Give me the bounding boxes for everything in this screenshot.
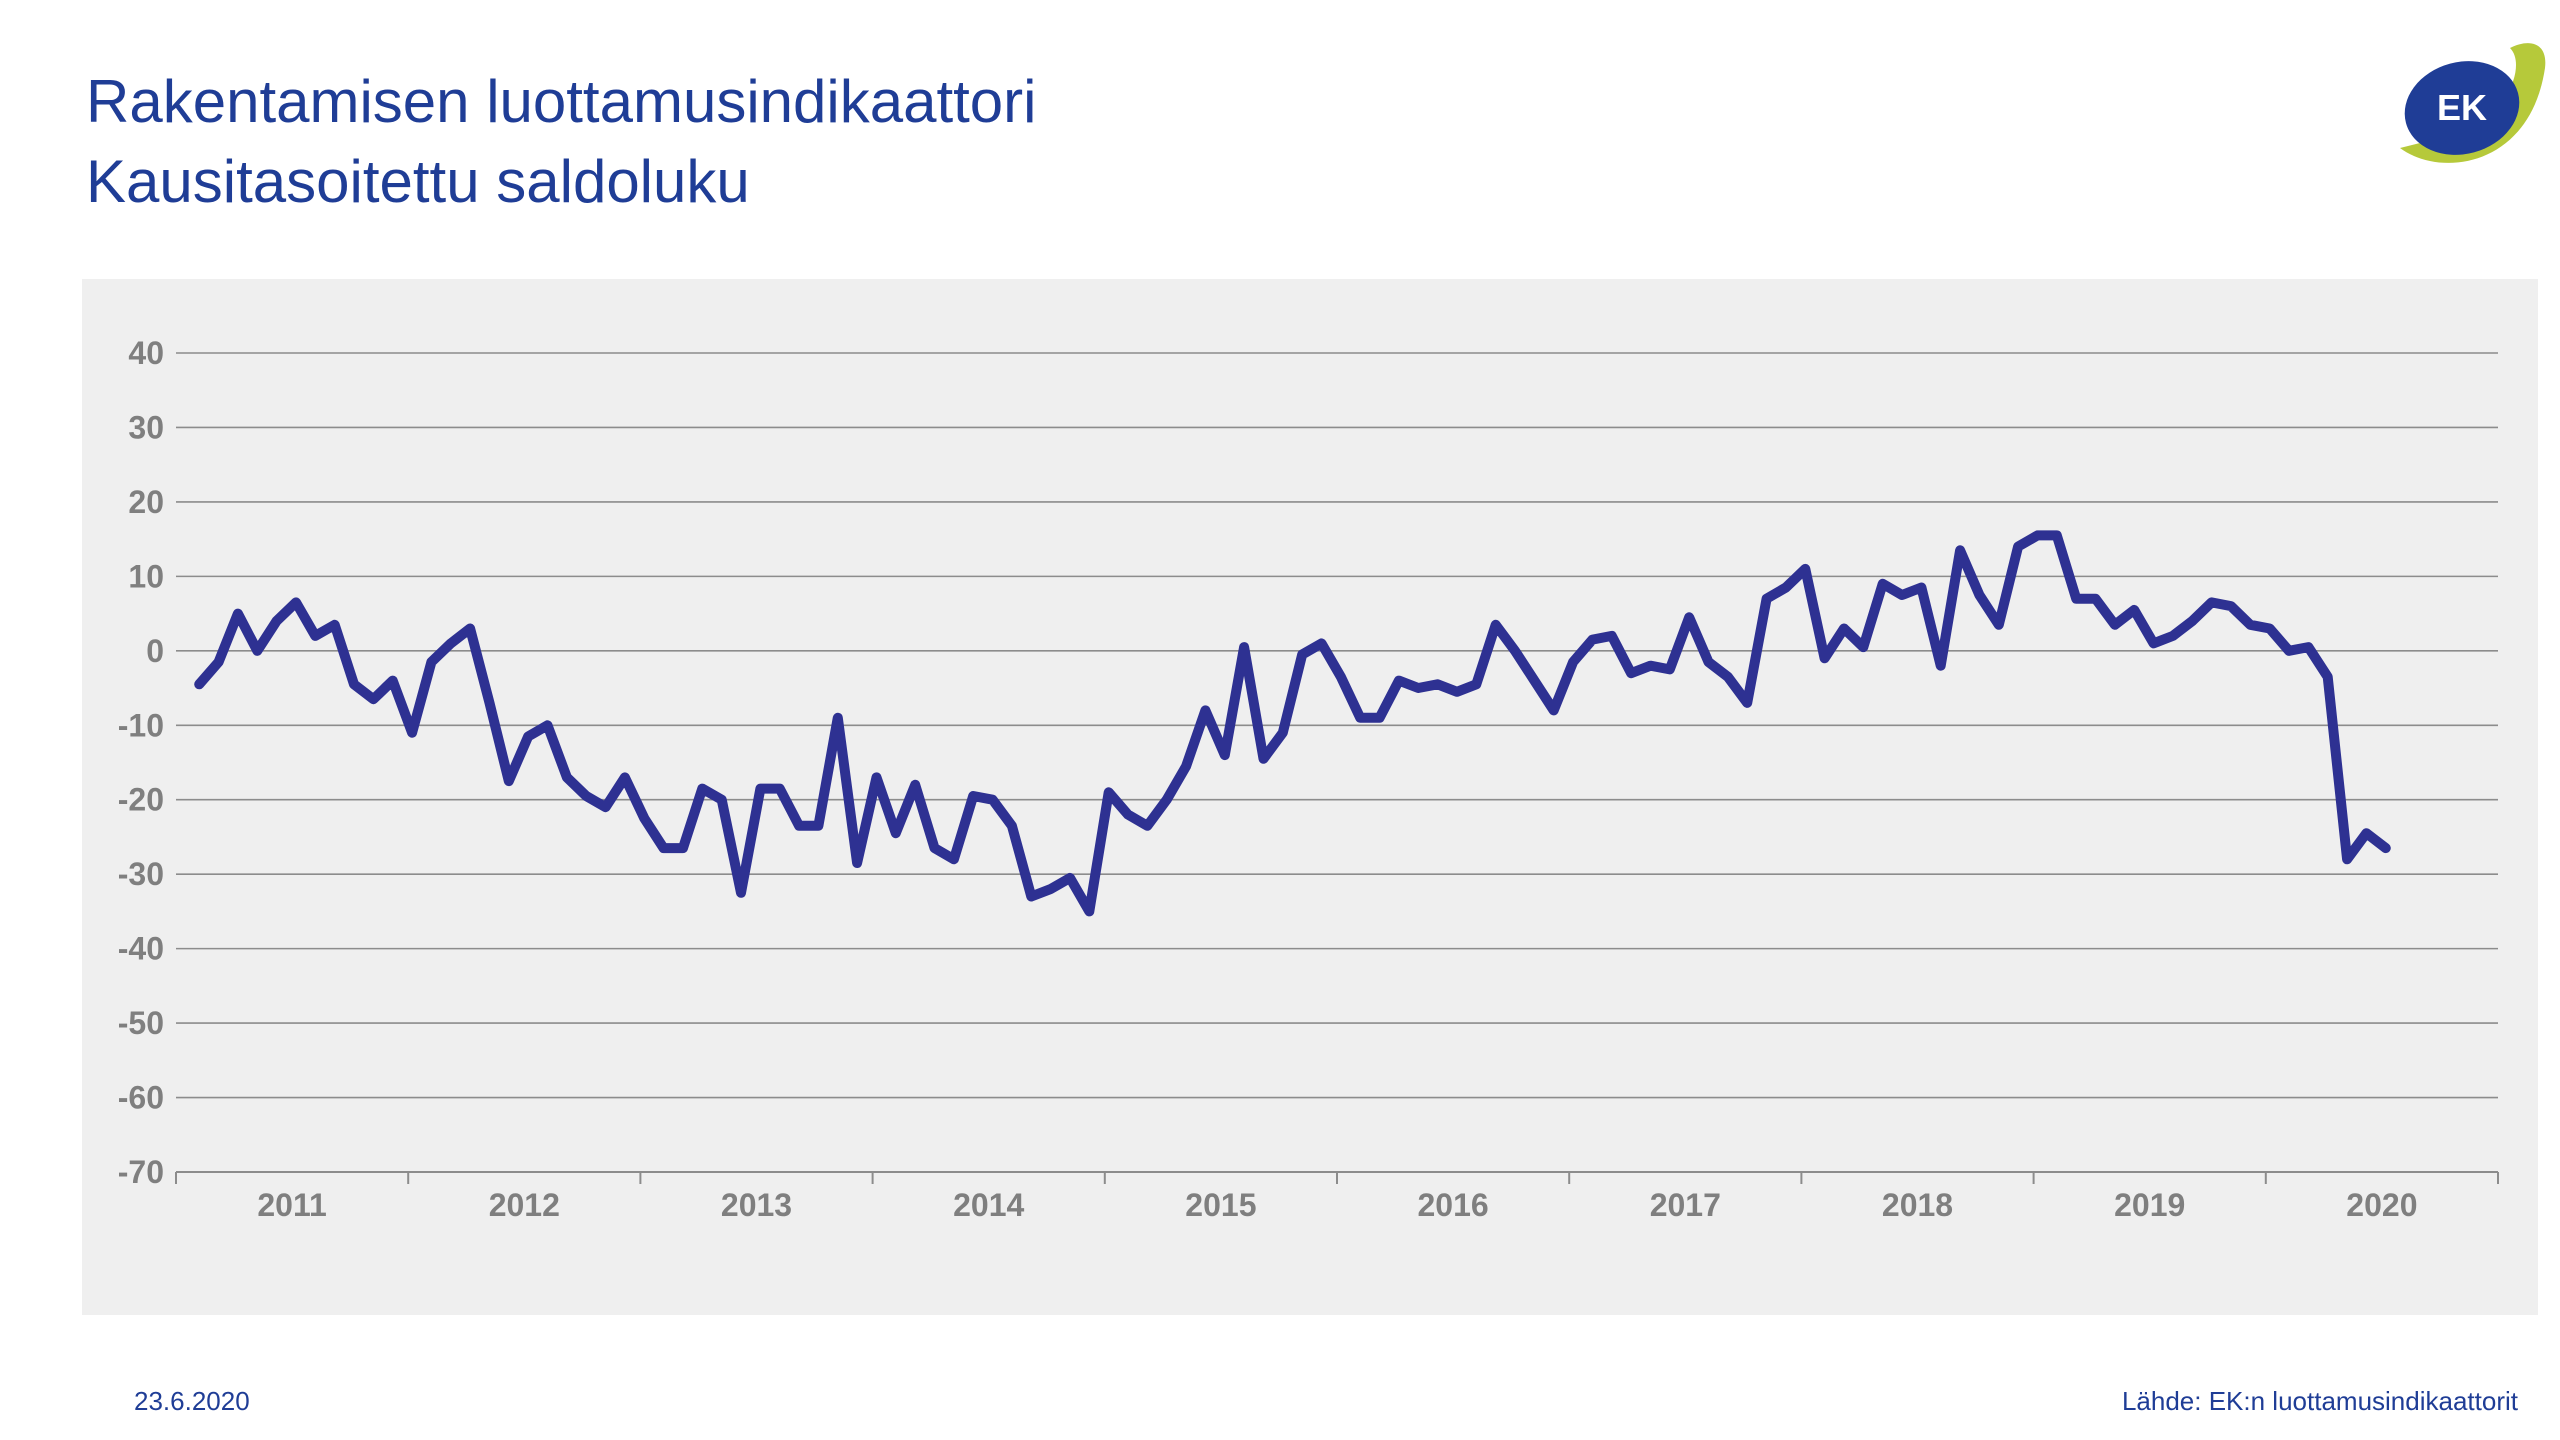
y-tick-label: -70 (118, 1154, 164, 1190)
x-tick-label: 2019 (2114, 1187, 2185, 1223)
x-tick-label: 2017 (1650, 1187, 1721, 1223)
chart-title: Rakentamisen luottamusindikaattori (86, 68, 1037, 135)
x-tick-label: 2018 (1882, 1187, 1953, 1223)
x-axis: 2011 2012 2013 2014 2015 2016 2017 2018 2019 2020 (175, 1172, 2499, 1223)
y-tick-label: 0 (146, 633, 164, 669)
x-tick-label: 2020 (2346, 1187, 2417, 1223)
page-title: Rakentamisen luottamusindikaattori Kausi… (86, 62, 1036, 222)
y-tick-label: -40 (118, 931, 164, 967)
x-tick-label: 2016 (1418, 1187, 1489, 1223)
y-tick-label: -60 (118, 1080, 164, 1116)
x-tick-label: 2014 (953, 1187, 1024, 1223)
footer-date: 23.6.2020 (134, 1386, 250, 1416)
y-tick-label: 40 (128, 335, 164, 371)
x-tick-label: 2012 (489, 1187, 560, 1223)
y-tick-label: 20 (128, 484, 164, 520)
logo-text: EK (2437, 87, 2487, 128)
logo-oval (2404, 61, 2520, 155)
x-tick-label: 2015 (1185, 1187, 1256, 1223)
y-tick-label: 10 (128, 558, 164, 594)
y-axis-tick-labels: 40 30 20 10 0 -10 -20 -30 -40 -50 -60 -70 (118, 335, 164, 1190)
y-tick-label: -10 (118, 707, 164, 743)
series-line (194, 530, 2391, 917)
logo-swoosh (2400, 43, 2546, 163)
chart-panel: 40 30 20 10 0 -10 -20 -30 -40 -50 -60 -70 2011 2012 2… (82, 279, 2538, 1315)
chart-subtitle: Kausitasoitettu saldoluku (86, 148, 750, 215)
y-tick-label: -30 (118, 856, 164, 892)
gridlines (176, 352, 2498, 1173)
y-tick-label: 30 (128, 409, 164, 445)
y-tick-label: -50 (118, 1005, 164, 1041)
ek-logo-icon: EK (2400, 43, 2546, 163)
footer-source: Lähde: EK:n luottamusindikaattorit (2121, 1386, 2518, 1416)
y-tick-label: -20 (118, 782, 164, 818)
series-layer (194, 530, 2391, 917)
x-tick-label: 2011 (257, 1187, 326, 1223)
x-tick-label: 2013 (721, 1187, 792, 1223)
